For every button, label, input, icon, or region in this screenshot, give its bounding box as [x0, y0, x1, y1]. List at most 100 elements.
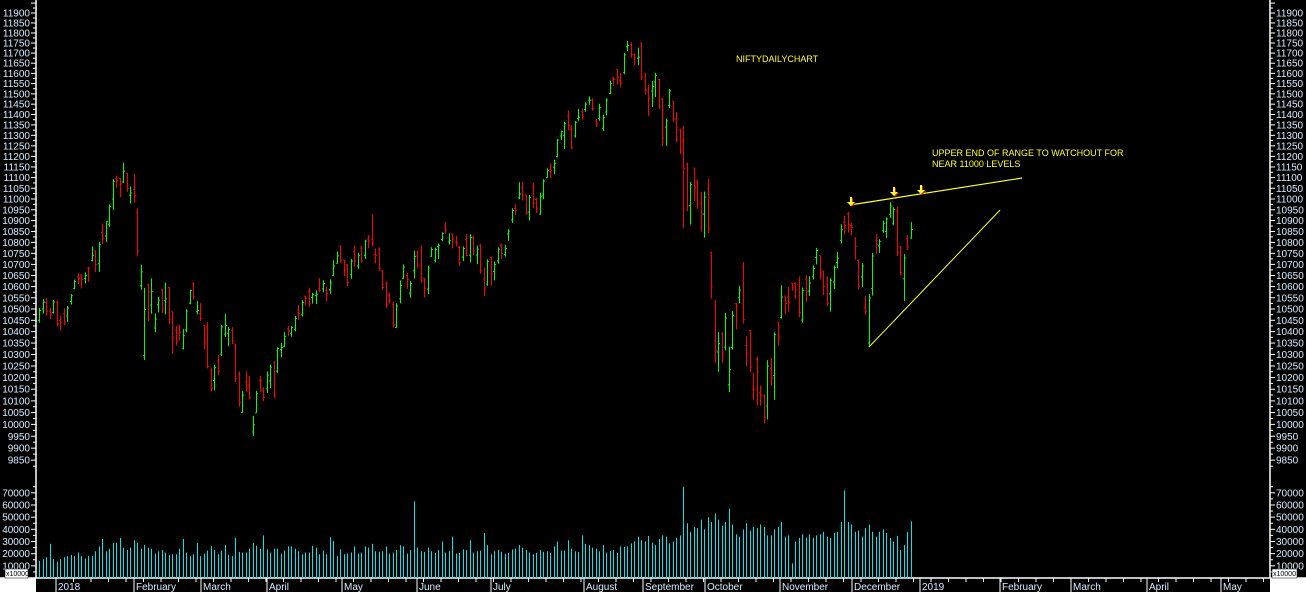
ohlc-bar: [353, 245, 356, 267]
y-tick-label-left: 11700: [3, 49, 31, 60]
ohlc-bar: [346, 263, 349, 287]
ohlc-bar: [556, 138, 559, 158]
ohlc-bar: [339, 245, 342, 264]
ohlc-bar: [178, 325, 181, 341]
ohlc-bar: [787, 286, 790, 312]
ohlc-bar: [101, 223, 104, 244]
ohlc-bar: [175, 325, 178, 346]
resistance-trendline: [849, 177, 1023, 206]
ohlc-bar: [808, 276, 811, 297]
ohlc-bar: [493, 261, 496, 281]
ohlc-bar: [724, 313, 727, 351]
y-tick-label-right: 11000: [1276, 194, 1304, 205]
ohlc-bar: [45, 297, 48, 316]
price-bars: [38, 40, 913, 437]
x-month-label: December: [854, 582, 901, 592]
ohlc-bar: [262, 387, 265, 402]
volume-tick-label-right: 50000: [1276, 513, 1304, 524]
x-month-label: 2018: [58, 582, 81, 592]
y-tick-label-right: 10150: [1276, 385, 1304, 396]
ohlc-bar: [623, 53, 626, 75]
ohlc-bar: [73, 279, 76, 290]
ohlc-bar: [227, 327, 230, 347]
y-tick-label-left: 10900: [2, 216, 30, 227]
ohlc-bar: [266, 371, 269, 393]
x-month-label: April: [1149, 582, 1169, 592]
x-month-label: July: [493, 582, 511, 592]
ohlc-bar: [840, 224, 843, 244]
y-tick-label-left: 11050: [3, 184, 31, 195]
y-tick-label-left: 10200: [2, 373, 30, 384]
ohlc-bar: [136, 208, 139, 257]
y-tick-label-right: 10550: [1276, 293, 1304, 304]
ohlc-bar: [259, 375, 262, 392]
bottom-right-corner: [1270, 578, 1306, 592]
volume-tick-label-right: 30000: [1276, 537, 1304, 548]
y-tick-label-right: 9950: [1276, 432, 1299, 443]
x-month-label: June: [419, 582, 441, 592]
ohlc-bar: [514, 204, 517, 215]
ohlc-bar: [861, 263, 864, 287]
ohlc-bar: [693, 167, 696, 201]
y-tick-label-right: 11350: [1276, 120, 1304, 131]
ohlc-bar: [395, 303, 398, 329]
y-tick-label-left: 10750: [2, 249, 30, 260]
ohlc-bar: [203, 324, 206, 350]
ohlc-bar: [595, 118, 598, 127]
ohlc-bar: [108, 204, 111, 227]
y-tick-label-right: 10100: [1276, 396, 1304, 407]
ohlc-bar: [402, 264, 405, 279]
ohlc-bar: [290, 326, 293, 337]
y-tick-label-left: 11800: [3, 28, 31, 39]
ohlc-bar: [584, 102, 587, 112]
ohlc-bar: [560, 130, 563, 140]
ohlc-bar: [171, 311, 174, 355]
ohlc-bar: [462, 246, 465, 262]
ohlc-bar: [801, 287, 804, 323]
y-tick-label-left: 10250: [2, 362, 30, 373]
ohlc-bar: [630, 42, 633, 58]
ohlc-bar: [889, 202, 892, 218]
ohlc-bar: [248, 375, 251, 400]
ohlc-bar: [504, 245, 507, 257]
ohlc-bar: [325, 286, 328, 302]
ohlc-bar: [308, 287, 311, 307]
y-tick-label-right: 10050: [1276, 408, 1304, 419]
y-tick-label-left: 9850: [8, 456, 31, 467]
ohlc-bar: [434, 247, 437, 263]
y-tick-label-left: 11600: [3, 69, 31, 80]
y-tick-label-left: 10300: [2, 350, 30, 361]
ohlc-bar: [836, 251, 839, 269]
y-tick-label-left: 11150: [4, 162, 31, 173]
ohlc-bar: [283, 332, 286, 348]
ohlc-bar: [80, 274, 83, 289]
ohlc-bar: [703, 191, 706, 238]
y-tick-label-left: 10650: [2, 271, 30, 282]
ohlc-bar: [658, 78, 661, 109]
y-tick-label-left: 11450: [3, 100, 31, 111]
ohlc-bar: [766, 360, 769, 420]
y-tick-label-left: 11350: [3, 120, 31, 131]
y-tick-label-left: 10450: [2, 316, 30, 327]
ohlc-bar: [637, 47, 640, 66]
ohlc-bar: [350, 258, 353, 279]
ohlc-bar: [577, 108, 580, 121]
ohlc-bar: [735, 303, 738, 330]
y-tick-label-right: 10750: [1276, 249, 1304, 260]
ohlc-bar: [882, 220, 885, 233]
ohlc-bar: [535, 197, 538, 214]
ohlc-bar: [196, 301, 199, 315]
ohlc-bar: [640, 42, 643, 81]
ohlc-bar: [875, 234, 878, 254]
ohlc-bar: [661, 98, 664, 146]
ohlc-bar: [304, 295, 307, 306]
y-tick-label-left: 10000: [2, 420, 30, 431]
y-tick-label-left: 10150: [2, 385, 30, 396]
y-tick-label-left: 10550: [2, 293, 30, 304]
y-tick-label-right: 10650: [1276, 271, 1304, 282]
ohlc-bar: [441, 232, 444, 242]
y-tick-label-right: 10000: [1276, 420, 1304, 431]
ohlc-bar: [665, 118, 668, 146]
ohlc-bar: [738, 285, 741, 304]
ohlc-bar: [696, 179, 699, 209]
